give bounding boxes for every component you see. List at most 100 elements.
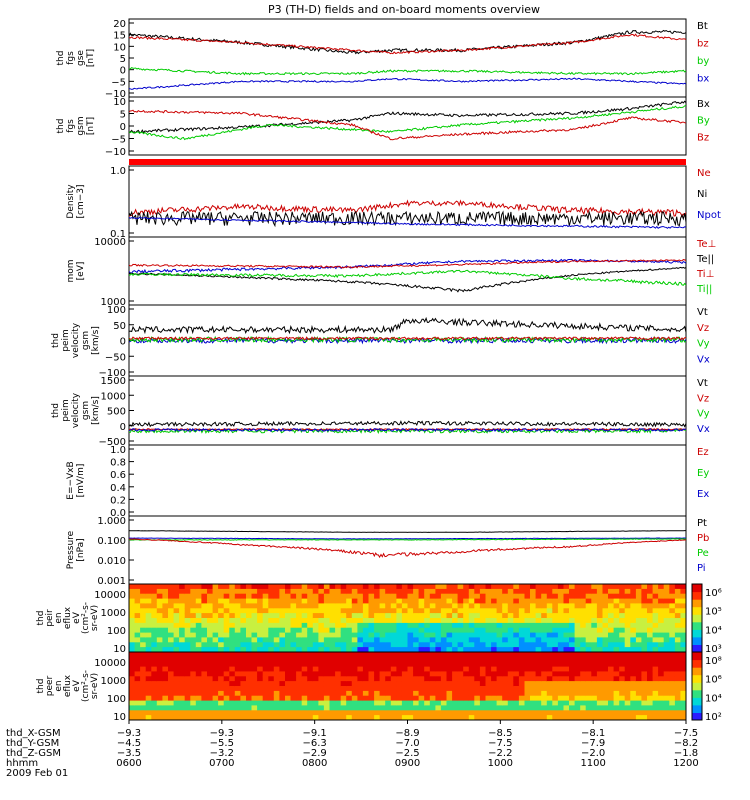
spectrogram-cell xyxy=(463,622,470,629)
y-tick-label: 0 xyxy=(120,422,126,433)
spectrogram-cell xyxy=(669,613,676,619)
spectrogram-cell xyxy=(268,588,275,595)
spectrogram-cell xyxy=(407,588,414,595)
spectrogram-cell xyxy=(129,661,136,668)
spectrogram-cell xyxy=(435,666,442,672)
x-tick-value: 0700 xyxy=(209,758,234,769)
spectrogram-cell xyxy=(296,593,303,600)
spectrogram-cell xyxy=(201,632,208,638)
spectrogram-cell xyxy=(156,647,163,653)
spectrogram-cell xyxy=(401,593,408,600)
spectrogram-cell xyxy=(340,627,347,634)
spectrogram-cell xyxy=(585,705,592,711)
spectrogram-cell xyxy=(312,690,319,697)
spectrogram-cell xyxy=(262,593,269,600)
spectrogram-cell xyxy=(184,632,191,638)
series-line xyxy=(129,29,686,55)
spectrogram-cell xyxy=(407,608,414,614)
spectrogram-cell xyxy=(652,705,659,711)
spectrogram-cell xyxy=(390,686,397,692)
spectrogram-cell xyxy=(129,686,136,692)
spectrogram-cell xyxy=(485,647,492,653)
spectrogram-cell xyxy=(491,608,498,614)
spectrogram-cell xyxy=(524,700,531,706)
spectrogram-cell xyxy=(195,593,202,600)
spectrogram-cell xyxy=(457,632,464,638)
spectrogram-cell xyxy=(557,632,564,638)
spectrogram-cell xyxy=(374,603,381,609)
spectrogram-cell xyxy=(502,637,509,643)
spectrogram-cell xyxy=(273,715,280,721)
spectrogram-cell xyxy=(223,652,230,658)
spectrogram-cell xyxy=(608,618,615,624)
spectrogram-cell xyxy=(630,671,637,677)
spectrogram-cell xyxy=(179,613,186,619)
spectrogram-cell xyxy=(340,647,347,653)
spectrogram-cell xyxy=(435,686,442,692)
spectrogram-cell xyxy=(368,681,375,687)
spectrogram-cell xyxy=(491,690,498,697)
spectrogram-cell xyxy=(251,588,258,595)
spectrogram-cell xyxy=(552,656,559,663)
spectrogram-cell xyxy=(357,618,364,624)
spectrogram-cell xyxy=(635,656,642,663)
spectrogram-cell xyxy=(680,700,687,706)
spectrogram-cell xyxy=(635,661,642,668)
spectrogram-cell xyxy=(307,622,314,629)
series-line xyxy=(129,109,686,141)
spectrogram-cell xyxy=(173,627,180,634)
spectrogram-cell xyxy=(368,710,375,716)
spectrogram-cell xyxy=(129,632,136,638)
spectrogram-cell xyxy=(134,710,141,716)
spectrogram-cell xyxy=(179,666,186,672)
spectrogram-cell xyxy=(457,584,464,590)
spectrogram-cell xyxy=(468,637,475,643)
spectrogram-cell xyxy=(585,622,592,629)
spectrogram-cell xyxy=(557,613,564,619)
spectrogram-cell xyxy=(591,666,598,672)
y-label-line: (cm²-s- xyxy=(81,602,91,634)
spectrogram-cell xyxy=(530,695,537,702)
spectrogram-cell xyxy=(485,715,492,721)
spectrogram-cell xyxy=(201,622,208,629)
spectrogram-cell xyxy=(535,656,542,663)
spectrogram-cell xyxy=(619,622,626,629)
spectrogram-cell xyxy=(635,652,642,658)
spectrogram-cell xyxy=(502,598,509,604)
spectrogram-cell xyxy=(518,618,525,624)
spectrogram-cell xyxy=(379,715,386,721)
spectrogram-cell xyxy=(479,690,486,697)
spectrogram-cell xyxy=(674,613,681,619)
spectrogram-cell xyxy=(463,715,470,721)
spectrogram-cell xyxy=(602,647,609,653)
spectrogram-cell xyxy=(446,700,453,706)
spectrogram-cell xyxy=(530,671,537,677)
spectrogram-cell xyxy=(312,676,319,682)
colorbar xyxy=(691,583,703,653)
spectrogram-cell xyxy=(257,618,264,624)
spectrogram-cell xyxy=(591,695,598,702)
red-band xyxy=(129,159,686,165)
legend-entry: Ex xyxy=(697,489,709,500)
spectrogram-cell xyxy=(379,637,386,643)
spectrogram-cell xyxy=(463,632,470,638)
spectrogram-cell xyxy=(329,598,336,604)
spectrogram-cell xyxy=(435,710,442,716)
spectrogram-cell xyxy=(134,627,141,634)
spectrogram-cell xyxy=(307,603,314,609)
spectrogram-cell xyxy=(318,584,325,590)
x-tick-value: −8.1 xyxy=(581,728,605,739)
spectrogram-cell xyxy=(635,622,642,629)
spectrogram-cell xyxy=(168,613,175,619)
spectrogram-cell xyxy=(496,642,503,648)
spectrogram-cell xyxy=(563,715,570,721)
spectrogram-cell xyxy=(246,661,253,668)
spectrogram-cell xyxy=(429,715,436,721)
spectrogram-cell xyxy=(385,671,392,677)
spectrogram-cell xyxy=(424,627,431,634)
spectrogram-cell xyxy=(474,627,481,634)
spectrogram-cell xyxy=(184,642,191,648)
spectrogram-cell xyxy=(435,603,442,609)
spectrogram-cell xyxy=(201,681,208,687)
spectrogram-cell xyxy=(273,661,280,668)
